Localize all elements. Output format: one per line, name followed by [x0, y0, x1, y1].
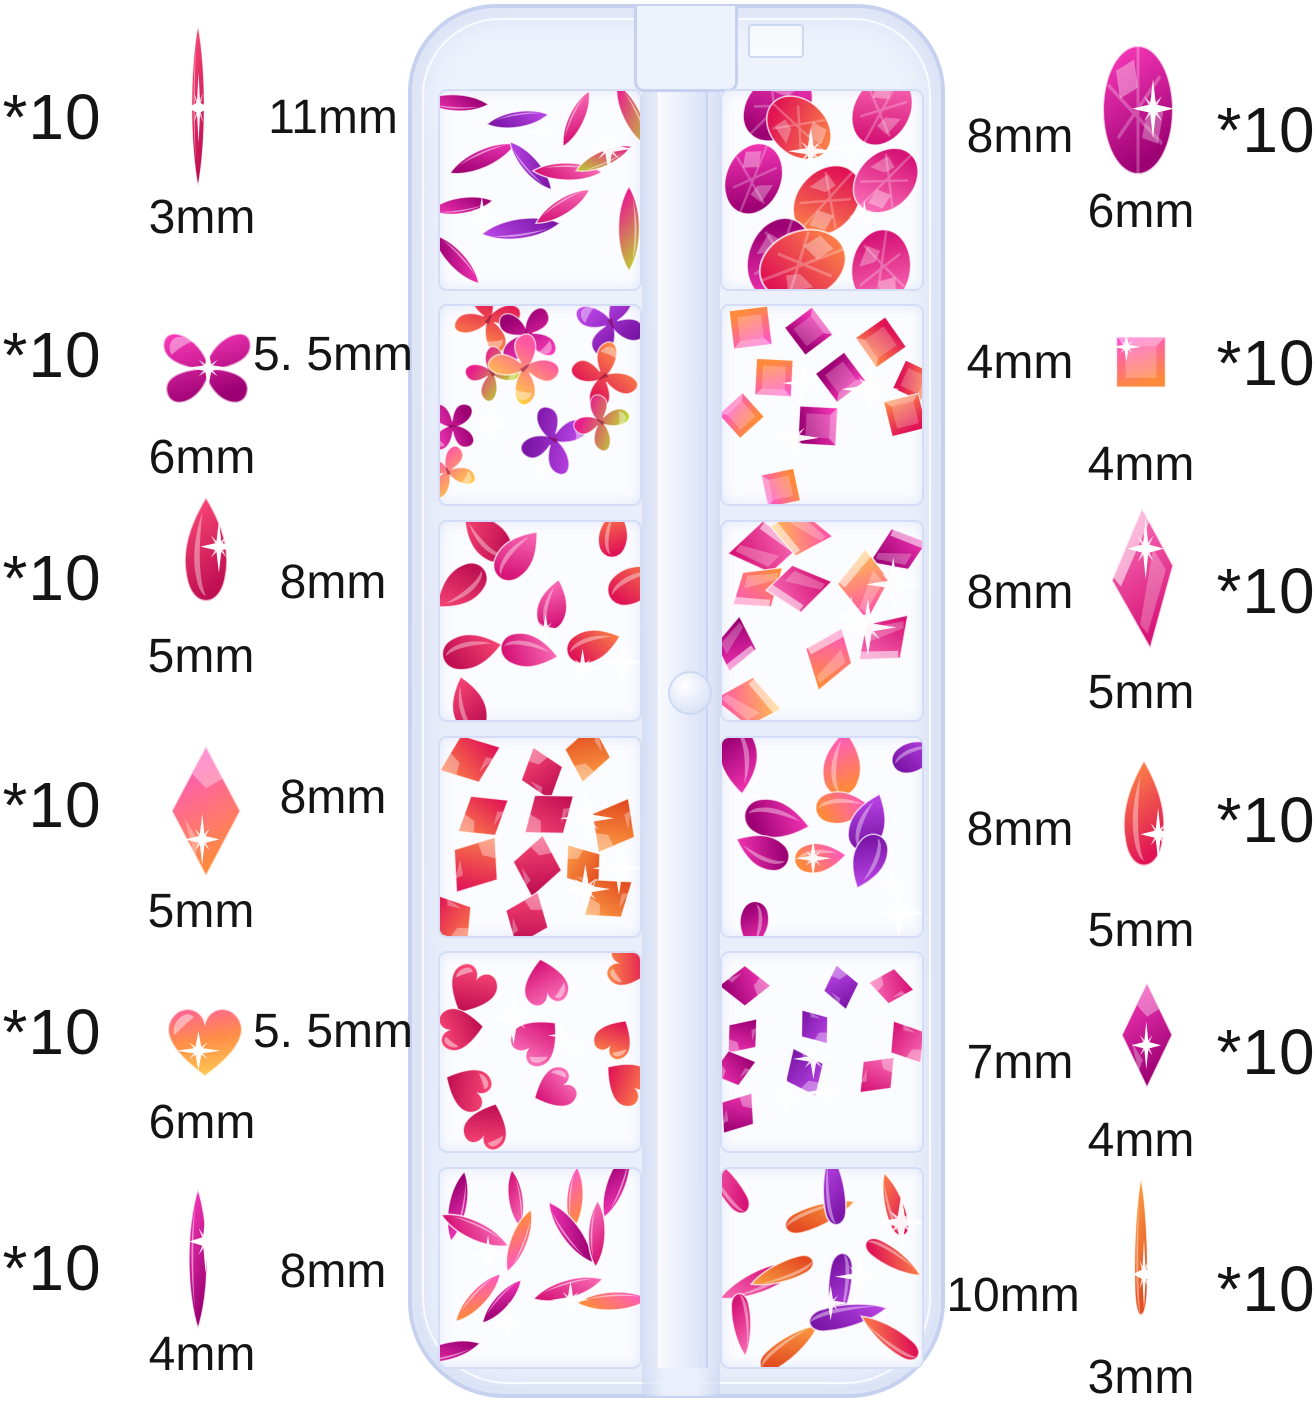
size-below-label: 3mm: [148, 191, 256, 244]
case-center-bump: [668, 671, 712, 715]
size-beside-label: 11mm: [268, 91, 398, 144]
size-beside-label: 8mm: [966, 110, 1074, 163]
kite-gem-icon: [1110, 506, 1175, 651]
case-compartment-teardrop: [438, 520, 642, 722]
size-beside-label: 8mm: [279, 1245, 387, 1298]
case-compartment-butterfly: [438, 304, 642, 506]
count-label: *10: [1216, 1016, 1316, 1088]
case-compartment-longdrop: [720, 1167, 924, 1369]
size-below-label: 4mm: [1087, 438, 1195, 491]
size-below-label: 6mm: [1087, 185, 1195, 238]
rhombus-gem-icon: [170, 744, 242, 878]
heart-gem-icon: [166, 1007, 244, 1078]
count-label: *10: [1216, 555, 1316, 627]
size-below-label: 6mm: [148, 431, 256, 484]
compartment-stones: [722, 522, 922, 720]
compartment-stones: [440, 91, 640, 289]
compartment-stones: [722, 960, 922, 1145]
size-below-label: 3mm: [1087, 1351, 1195, 1402]
count-label: *10: [2, 319, 102, 391]
size-below-label: 4mm: [1087, 1114, 1195, 1167]
size-below-label: 5mm: [1087, 904, 1195, 957]
case-compartment-diamond: [720, 951, 924, 1153]
compartment-stones: [722, 738, 922, 936]
count-label: *10: [2, 769, 102, 841]
size-below-label: 5mm: [1087, 666, 1195, 719]
case-compartment-kite: [720, 520, 924, 722]
size-beside-label: 5. 5mm: [252, 1005, 414, 1058]
compartment-stones: [440, 738, 640, 936]
case-latch-tab: [634, 6, 738, 92]
size-below-label: 5mm: [147, 885, 255, 938]
butterfly-gem-icon: [162, 332, 252, 404]
size-below-label: 5mm: [147, 630, 255, 683]
size-beside-label: 8mm: [966, 566, 1074, 619]
count-label: *10: [1216, 784, 1316, 856]
size-beside-label: 5. 5mm: [252, 328, 414, 381]
case-compartment-marquise-2: [438, 1167, 642, 1369]
compartment-stones: [722, 306, 922, 504]
compartment-stones: [440, 953, 640, 1151]
case-compartment-rhombus: [438, 736, 642, 938]
size-beside-label: 7mm: [966, 1036, 1074, 1089]
size-below-label: 4mm: [148, 1328, 256, 1381]
count-label: *10: [2, 81, 102, 153]
case-compartment-heart: [438, 951, 642, 1153]
pear-gem-icon: [1122, 758, 1176, 868]
compartment-stones: [440, 306, 640, 501]
case-hinge-notch: [748, 24, 804, 58]
oval-gem-icon: [1088, 40, 1188, 180]
size-beside-label: 8mm: [279, 771, 387, 824]
long-teardrop-gem-icon: [1133, 1176, 1155, 1318]
case-compartment-square: [720, 304, 924, 506]
square-gem-icon: [1111, 331, 1167, 388]
rhinestone-case: [408, 4, 945, 1398]
case-compartment-marquise: [438, 89, 642, 291]
count-label: *10: [2, 542, 102, 614]
size-beside-label: 8mm: [279, 556, 387, 609]
compartment-stones: [440, 522, 640, 720]
marquise-gem-icon: [187, 23, 210, 189]
size-below-label: 6mm: [148, 1096, 256, 1149]
marquise-gem-icon: [187, 1187, 223, 1331]
case-compartment-oval: [720, 89, 924, 291]
case-compartment-pear: [720, 736, 924, 938]
compartment-stones: [722, 91, 922, 289]
count-label: *10: [2, 996, 102, 1068]
count-label: *10: [2, 1232, 102, 1304]
count-label: *10: [1216, 94, 1316, 166]
teardrop-gem-icon: [183, 495, 238, 603]
compartment-stones: [440, 1169, 640, 1367]
size-beside-label: 4mm: [966, 336, 1074, 389]
size-beside-label: 10mm: [946, 1269, 1080, 1322]
count-label: *10: [1216, 327, 1316, 399]
diamond-gem-icon: [1120, 981, 1174, 1089]
size-beside-label: 8mm: [966, 803, 1074, 856]
count-label: *10: [1216, 1253, 1316, 1325]
compartment-stones: [722, 1169, 922, 1367]
